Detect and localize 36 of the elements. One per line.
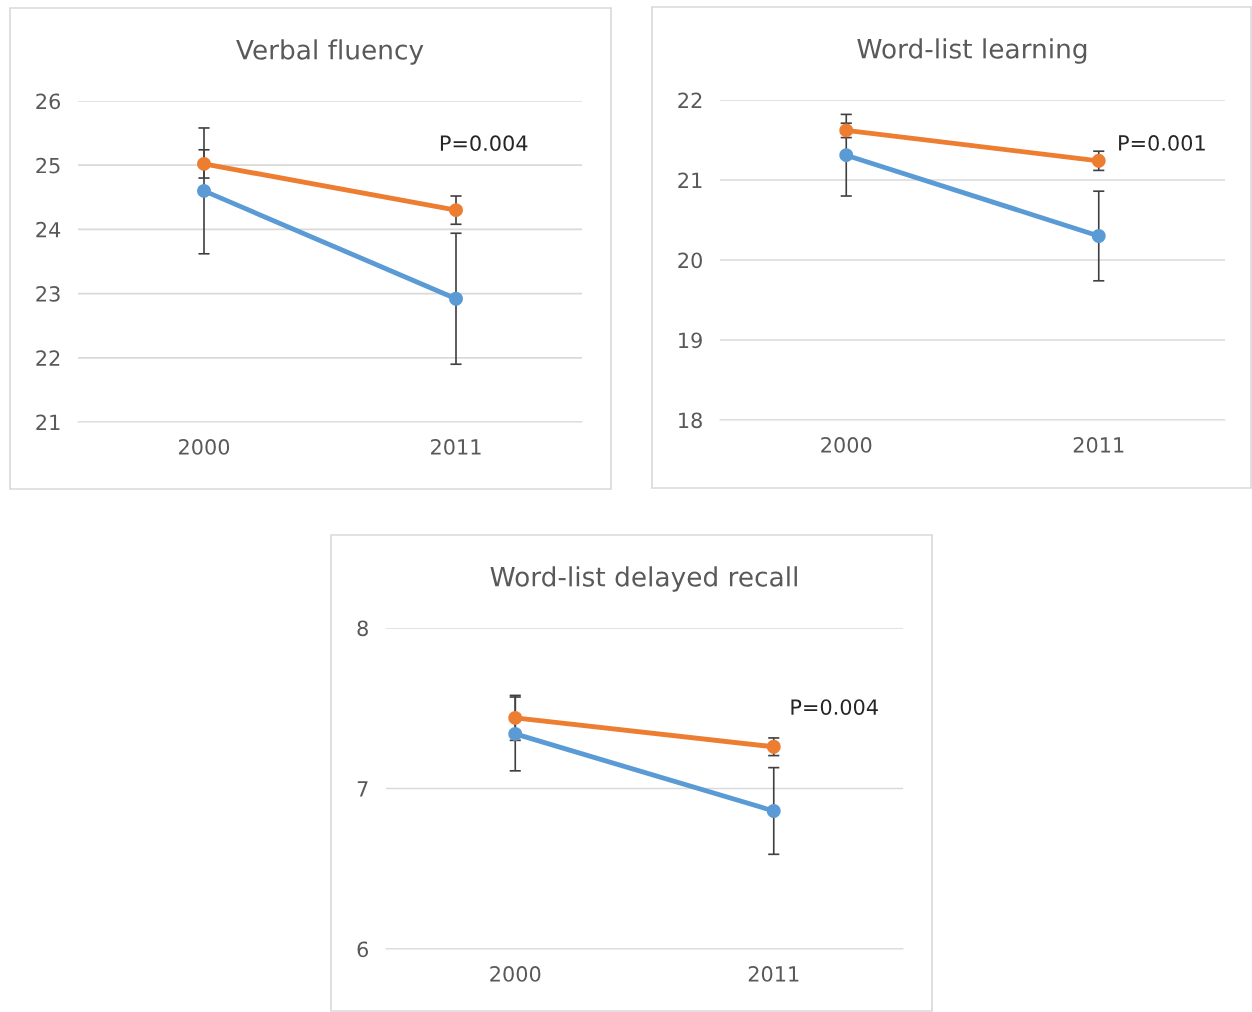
y-tick-label: 26 — [36, 93, 61, 110]
y-tick-label: 7 — [357, 781, 368, 797]
y-tick-label: 25 — [36, 157, 60, 174]
point — [839, 148, 854, 163]
chart-title: Verbal fluency — [236, 39, 424, 65]
x-tick-label: 2011 — [1073, 437, 1124, 453]
y-tick-label: 6 — [357, 941, 369, 958]
point — [766, 804, 781, 818]
y-tick-label: 24 — [36, 221, 61, 238]
y-tick-label: 21 — [678, 172, 702, 188]
chart-title: Word-list delayed recall — [490, 566, 797, 592]
point — [1091, 153, 1106, 168]
x-tick-label: 2000 — [490, 966, 541, 982]
y-tick-label: 8 — [357, 620, 368, 637]
point — [508, 710, 523, 725]
point — [1091, 229, 1106, 243]
x-tick-label: 2000 — [179, 439, 230, 455]
x-tick-label: 2011 — [431, 439, 481, 455]
y-tick-label: 22 — [678, 92, 702, 108]
point — [449, 291, 463, 306]
y-tick-label: 18 — [679, 412, 702, 429]
point — [508, 726, 523, 741]
point — [197, 183, 211, 198]
annotation: P=0.004 — [440, 135, 528, 152]
y-tick-label: 19 — [679, 332, 702, 349]
point — [197, 156, 211, 171]
chart-title: Word-list learning — [857, 38, 1087, 64]
y-tick-label: 21 — [36, 414, 60, 430]
point — [449, 203, 463, 218]
y-tick-label: 23 — [36, 286, 60, 302]
annotation: P=0.004 — [791, 699, 878, 715]
y-tick-label: 20 — [678, 252, 702, 269]
annotation: P=0.001 — [1119, 135, 1205, 151]
x-tick-label: 2000 — [821, 437, 872, 453]
y-tick-label: 22 — [36, 350, 60, 366]
x-tick-label: 2011 — [748, 966, 799, 982]
